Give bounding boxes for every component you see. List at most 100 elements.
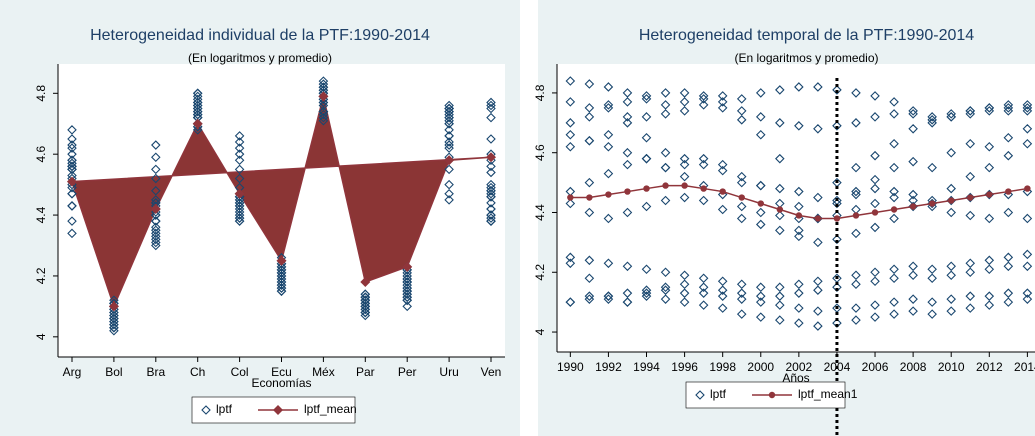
lptf-point: [1022, 124, 1033, 134]
lptf-point: [679, 159, 690, 170]
lptf-point: [234, 149, 245, 159]
lptf-point: [622, 88, 633, 98]
lptf-point: [486, 179, 496, 190]
lptf-point: [622, 147, 633, 158]
x-tick-label: Ch: [190, 365, 205, 379]
mean-point: [444, 155, 455, 166]
lptf-point: [946, 147, 956, 158]
y-tick-label: 4.8: [533, 84, 547, 101]
lptf-point: [870, 198, 880, 209]
x-tick-label: 2002: [786, 360, 813, 374]
y-tick-label: 4.2: [533, 264, 547, 281]
lptf-point: [794, 288, 804, 298]
mean-point: [890, 206, 898, 213]
lptf-point: [584, 79, 595, 89]
x-axis-title: Años: [782, 371, 809, 385]
lptf-point: [67, 155, 77, 166]
lptf-point: [755, 291, 766, 301]
lptf-point: [151, 173, 161, 184]
mean-point: [928, 200, 936, 207]
lptf-point: [851, 162, 861, 173]
lptf-point: [660, 88, 671, 98]
lptf-point: [698, 100, 709, 110]
lptf-point: [67, 143, 77, 153]
lptf-point: [444, 137, 454, 147]
lptf-point: [444, 118, 454, 129]
lptf-point: [1003, 297, 1014, 307]
legend-symbol: [273, 405, 283, 415]
lptf-point: [486, 182, 496, 193]
mean-point: [814, 215, 822, 222]
lptf-point: [679, 88, 690, 98]
mean-point: [586, 194, 593, 201]
mean-point: [795, 212, 803, 219]
lptf-point: [660, 294, 671, 304]
lptf-point: [851, 315, 861, 325]
lptf-point: [679, 106, 690, 116]
mean-area: [70, 96, 492, 309]
x-tick-label: 1998: [709, 360, 736, 374]
lptf-point: [717, 276, 728, 287]
lptf-point: [794, 121, 804, 131]
lptf-point: [151, 164, 161, 175]
lptf-point: [717, 91, 728, 101]
lptf-point: [603, 291, 614, 301]
lptf-point: [889, 186, 899, 197]
lptf-point: [444, 131, 454, 141]
mean-point: [234, 188, 245, 199]
lptf-point: [234, 173, 245, 184]
lptf-point: [908, 261, 918, 272]
lptf-point: [755, 297, 766, 307]
lptf-point: [736, 115, 747, 125]
lptf-point: [565, 198, 576, 209]
lptf-point: [565, 129, 576, 140]
y-tick-label: 4.6: [533, 144, 547, 161]
y-tick-label: 4.4: [34, 206, 48, 223]
legend-label: lptf_mean: [304, 402, 357, 416]
lptf-point: [603, 100, 614, 110]
lptf-point: [927, 273, 937, 284]
lptf-point: [360, 292, 371, 303]
lptf-point: [67, 140, 77, 150]
lptf-point: [755, 180, 766, 191]
mean-point: [1024, 185, 1031, 192]
lptf-point: [775, 153, 785, 164]
lptf-point: [486, 100, 496, 111]
lptf-point: [603, 168, 614, 179]
mean-point: [360, 277, 371, 288]
lptf-point: [1022, 138, 1033, 149]
y-tick-label: 4.6: [34, 146, 48, 163]
lptf-point: [717, 303, 728, 313]
lptf-point: [679, 279, 690, 289]
lptf-point: [444, 195, 454, 205]
lptf-point: [851, 189, 861, 200]
x-tick-label: 2006: [862, 360, 889, 374]
lptf-point: [870, 300, 880, 310]
legend-symbol: [768, 391, 776, 399]
mean-point: [871, 209, 879, 216]
lptf-point: [984, 103, 995, 113]
lptf-point: [736, 309, 747, 319]
lptf-point: [234, 164, 245, 175]
lptf-point: [151, 231, 161, 242]
lptf-point: [622, 159, 633, 170]
lptf-point: [151, 237, 161, 248]
lptf-point: [679, 297, 690, 307]
lptf-point: [889, 162, 899, 173]
lptf-point: [965, 171, 976, 182]
lptf-point: [813, 192, 823, 203]
lptf-point: [946, 294, 956, 304]
lptf-point: [1003, 252, 1014, 263]
lptf-point: [794, 201, 804, 212]
legend-symbol: [695, 390, 705, 400]
lptf-point: [679, 171, 690, 182]
lptf-point: [870, 91, 880, 101]
lptf-point: [622, 288, 633, 298]
lptf-point: [67, 216, 77, 226]
lptf-point: [736, 177, 747, 188]
lptf-point: [67, 228, 77, 239]
lptf-point: [984, 141, 995, 152]
mean-point: [909, 203, 917, 210]
